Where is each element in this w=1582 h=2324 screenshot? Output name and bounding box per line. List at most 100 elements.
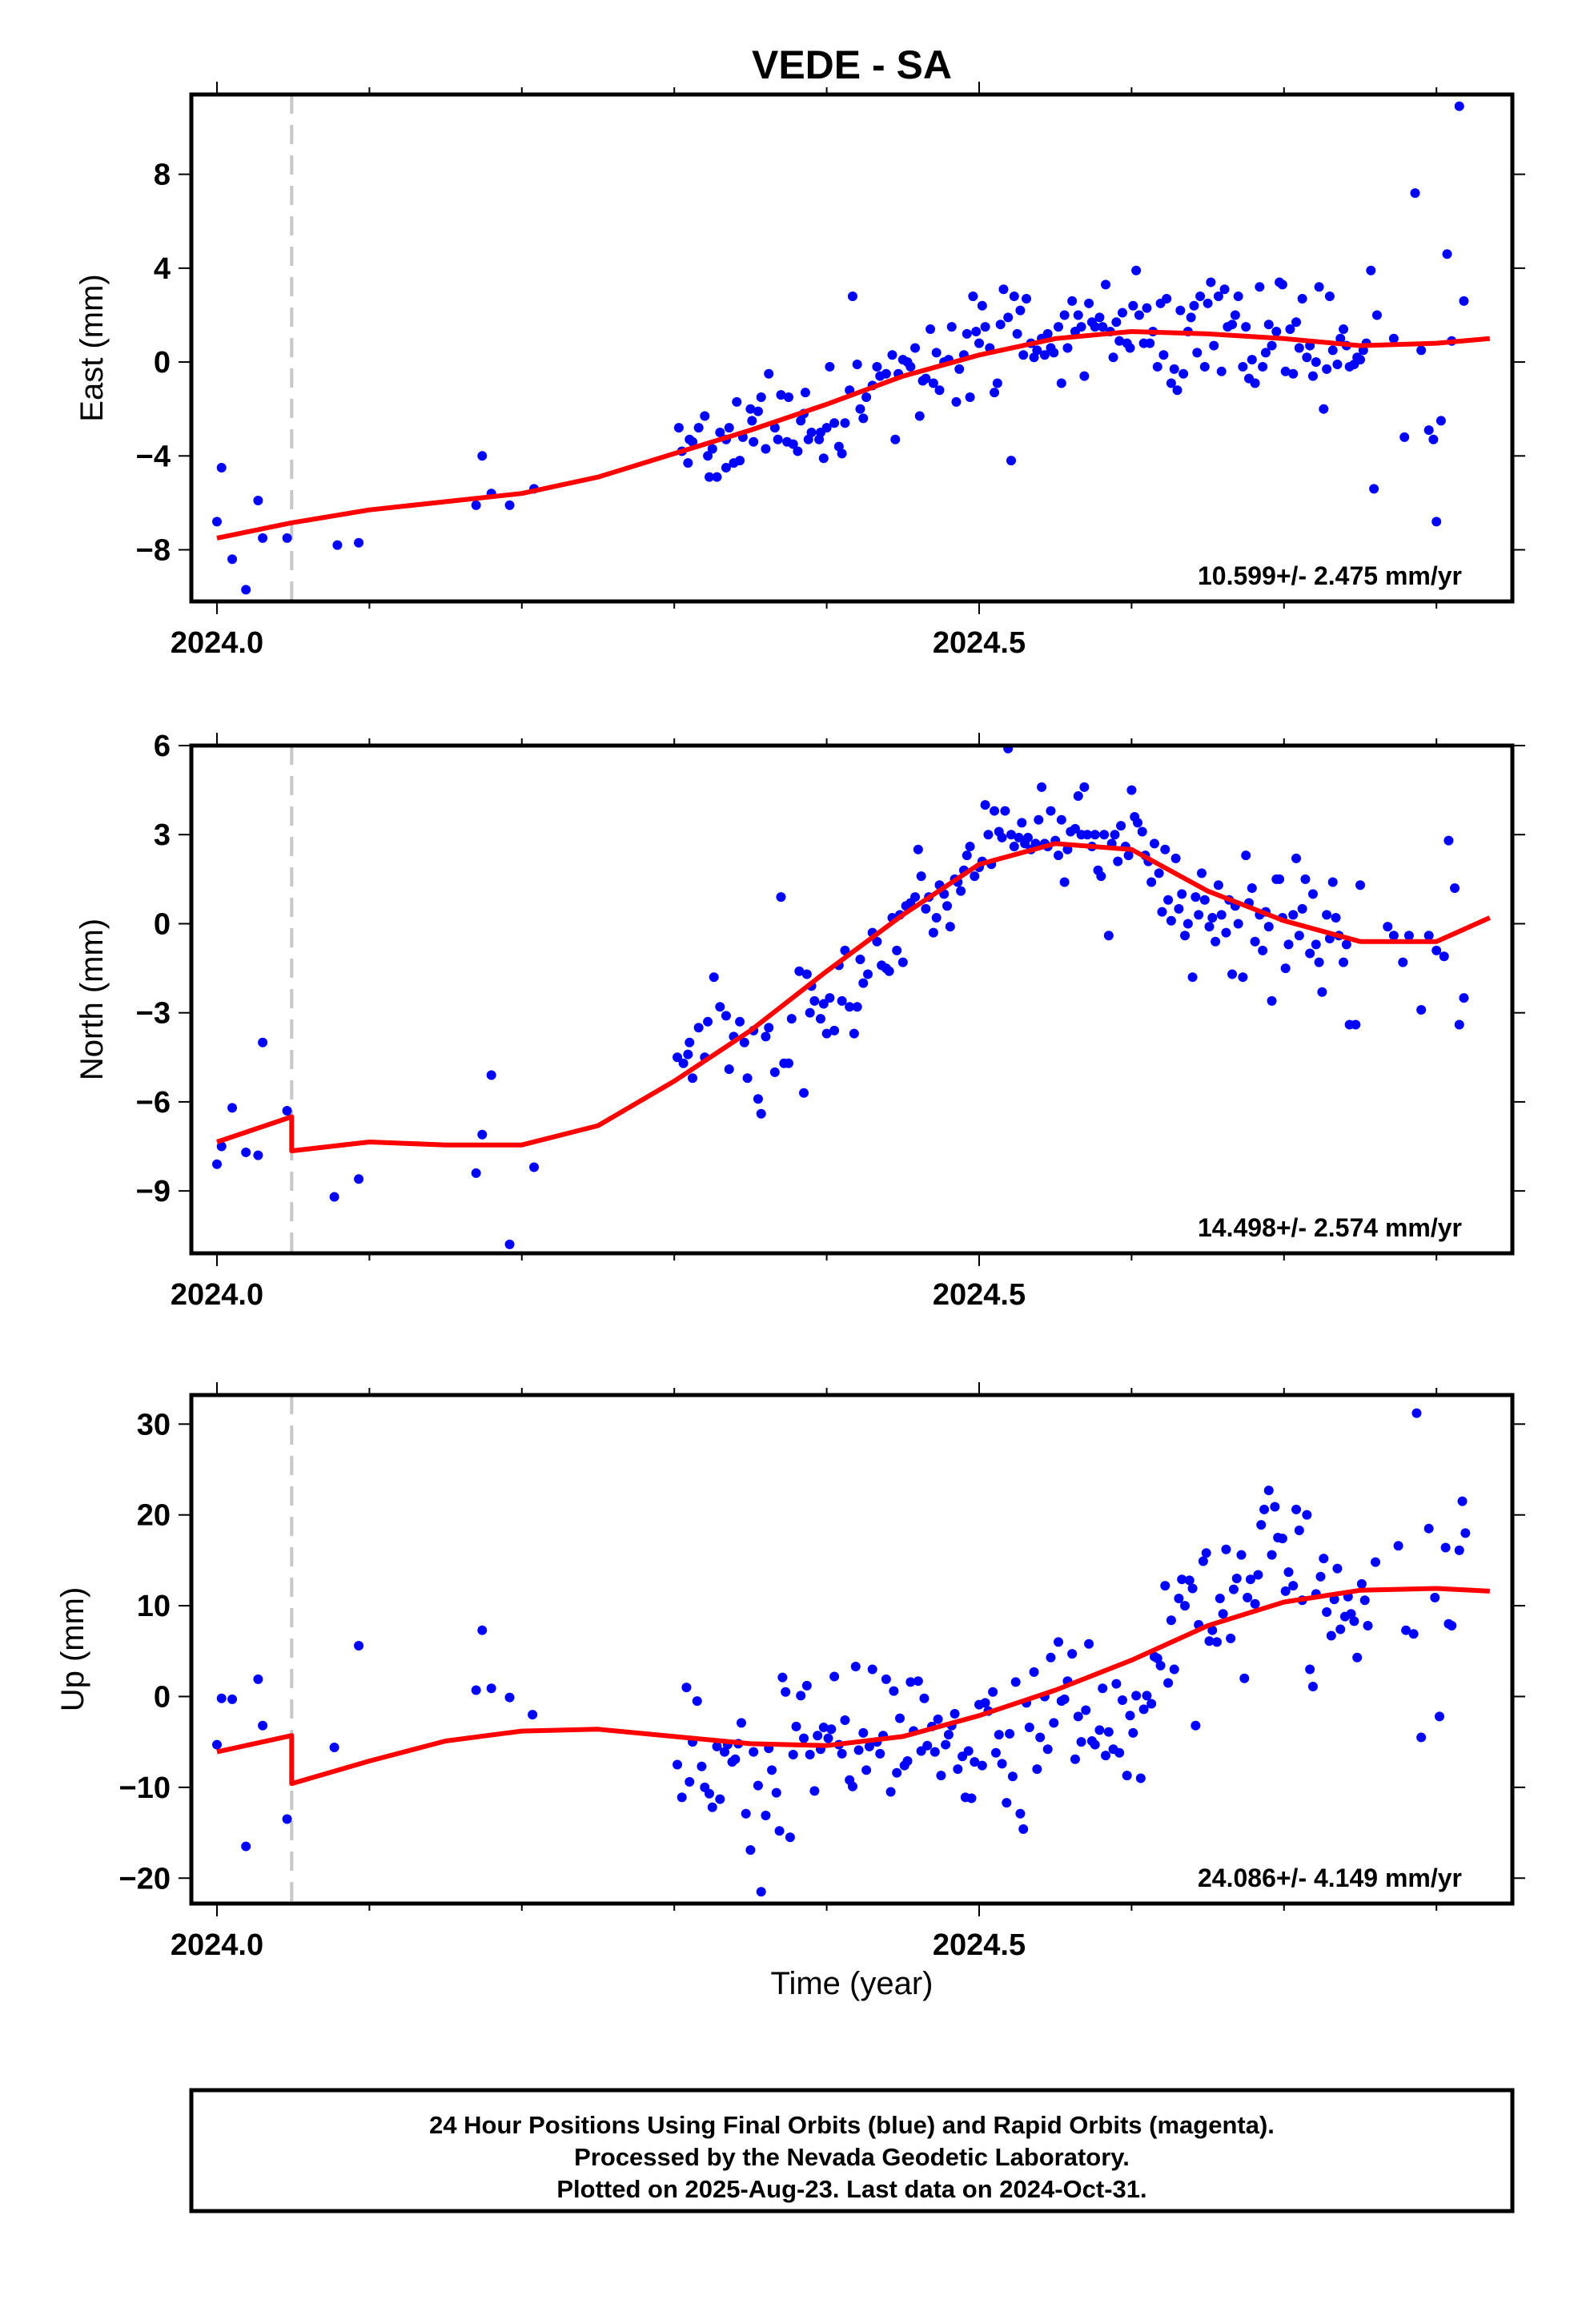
data-point — [1042, 1744, 1053, 1755]
data-point — [1288, 368, 1299, 379]
y-tick-label: 4 — [154, 252, 171, 286]
data-point — [685, 1037, 695, 1047]
data-point — [1174, 1594, 1184, 1603]
data-point — [1204, 922, 1215, 932]
data-point — [1131, 265, 1142, 275]
data-point — [1018, 1824, 1029, 1835]
data-point — [1207, 913, 1218, 923]
data-point — [818, 453, 829, 464]
data-point — [1369, 484, 1379, 494]
data-point — [756, 1108, 766, 1119]
data-point — [829, 1671, 840, 1682]
data-point — [1439, 951, 1449, 962]
data-point — [826, 1724, 837, 1735]
data-point — [700, 411, 710, 421]
data-point — [1170, 853, 1181, 863]
y-tick-label: 0 — [154, 1680, 171, 1714]
data-point — [980, 1698, 990, 1708]
data-point — [1236, 1550, 1247, 1560]
y-tick-label: 8 — [154, 159, 171, 192]
data-point — [1294, 343, 1304, 353]
data-point — [1006, 456, 1016, 466]
data-point — [241, 585, 251, 595]
data-point — [1017, 818, 1027, 828]
data-point — [1207, 1625, 1218, 1635]
data-point — [1166, 915, 1176, 926]
data-point — [354, 1640, 364, 1651]
data-point — [241, 1841, 251, 1852]
data-point — [1315, 1571, 1326, 1582]
data-point — [1006, 830, 1016, 840]
data-point — [821, 423, 832, 433]
data-point — [863, 969, 873, 979]
data-point — [1094, 312, 1105, 323]
data-point — [1393, 1541, 1403, 1551]
data-point — [216, 462, 227, 472]
data-point — [914, 411, 925, 421]
data-point — [354, 1174, 364, 1184]
data-point — [1339, 324, 1349, 335]
data-point — [815, 1014, 825, 1024]
data-point — [785, 1832, 795, 1843]
data-point — [1255, 282, 1265, 292]
data-point — [1297, 293, 1307, 304]
data-point — [849, 1028, 859, 1039]
data-point — [892, 1767, 902, 1778]
data-point — [282, 533, 292, 543]
data-point — [840, 945, 850, 955]
data-point — [1431, 517, 1442, 527]
data-point — [887, 350, 897, 360]
data-point — [1032, 345, 1042, 356]
data-point — [1125, 343, 1135, 353]
data-point — [825, 361, 835, 372]
data-point — [216, 1141, 227, 1152]
data-point — [697, 1761, 707, 1771]
data-point — [1007, 1771, 1018, 1782]
data-point — [794, 966, 805, 976]
data-point — [910, 343, 921, 353]
data-point — [1280, 963, 1291, 974]
data-point — [1062, 343, 1073, 353]
data-point — [837, 1748, 847, 1759]
data-point — [1196, 868, 1207, 879]
data-point — [837, 448, 847, 459]
data-point — [1134, 310, 1144, 320]
data-point — [1059, 310, 1070, 320]
data-point — [928, 378, 938, 388]
data-point — [1204, 1636, 1215, 1647]
data-point — [681, 1683, 692, 1693]
data-point — [742, 1073, 753, 1084]
data-point — [916, 871, 926, 882]
chart-title: VEDE - SA — [752, 42, 952, 87]
data-point — [504, 500, 515, 510]
data-point — [1443, 835, 1454, 846]
data-point — [1401, 1625, 1411, 1635]
data-point — [1138, 1704, 1149, 1715]
data-point — [1423, 1523, 1434, 1534]
data-point — [735, 1016, 745, 1027]
data-point — [872, 936, 882, 947]
data-point — [1191, 1720, 1201, 1731]
data-point — [1137, 826, 1147, 837]
data-point — [977, 1760, 987, 1771]
data-point — [951, 396, 962, 407]
data-point — [707, 1802, 717, 1812]
data-point — [529, 1162, 540, 1172]
data-point — [1226, 1633, 1236, 1643]
data-point — [1099, 830, 1110, 840]
data-point — [1291, 317, 1302, 328]
data-point — [1355, 880, 1365, 891]
data-point — [745, 1845, 756, 1856]
data-point — [1059, 1694, 1070, 1704]
data-point — [942, 901, 953, 911]
data-point — [1000, 806, 1010, 816]
data-point — [1233, 292, 1243, 302]
data-point — [1291, 853, 1302, 863]
data-point — [1010, 1677, 1021, 1687]
data-point — [1335, 1624, 1346, 1634]
data-point — [992, 378, 1002, 388]
data-point — [1459, 296, 1469, 306]
data-point — [913, 1676, 923, 1687]
data-point — [329, 1742, 339, 1752]
data-point — [1005, 1728, 1015, 1739]
